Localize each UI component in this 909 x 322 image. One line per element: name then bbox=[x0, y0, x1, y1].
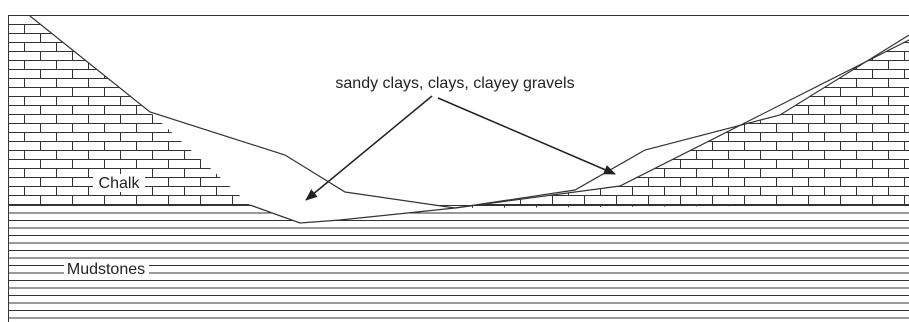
fill-label: sandy clays, clays, clayey gravels bbox=[335, 75, 574, 92]
chalk-label: Chalk bbox=[99, 175, 141, 192]
mudstones-label: Mudstones bbox=[67, 261, 145, 278]
page: {"labels": {"fill": "sandy clays, clays,… bbox=[0, 0, 909, 322]
cross-section: sandy clays, clays, clayey gravels Chalk… bbox=[0, 0, 909, 322]
